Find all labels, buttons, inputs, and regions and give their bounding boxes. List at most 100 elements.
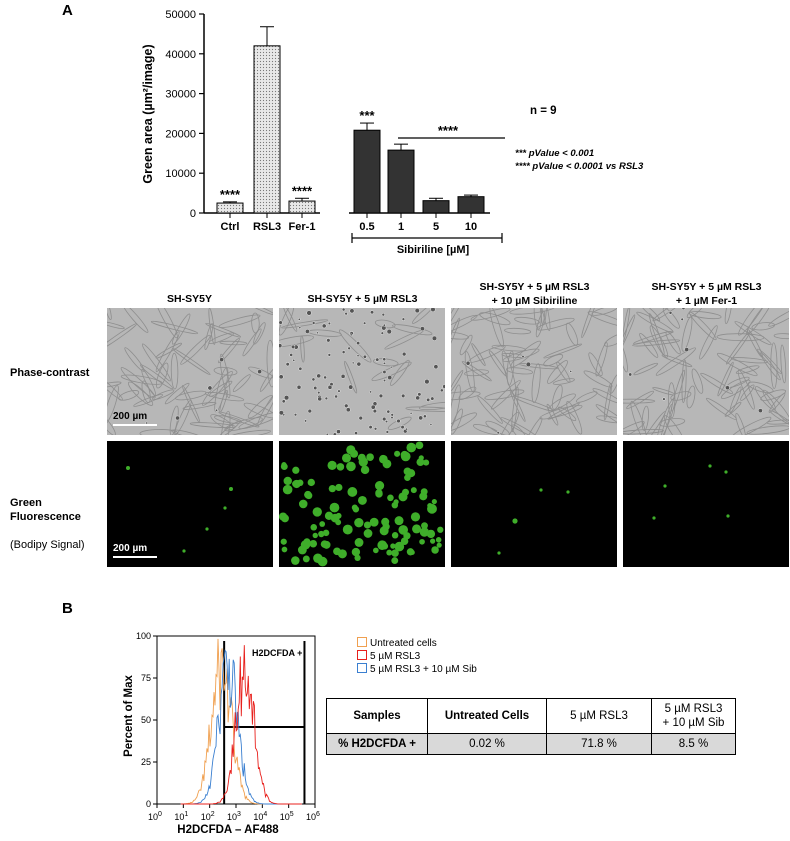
cell-outline	[170, 352, 179, 390]
cell-outline	[118, 390, 140, 401]
panel-b-label: B	[62, 600, 73, 617]
lipid-peroxidation-spot	[281, 546, 288, 553]
rounded-cell	[296, 384, 302, 390]
rounded-cell	[662, 397, 666, 401]
lipid-peroxidation-spot	[291, 556, 300, 565]
cell-outline	[533, 308, 542, 330]
fluorescence-image-rsl3-fer1	[623, 441, 789, 567]
rounded-cell	[349, 333, 353, 337]
rounded-cell	[336, 429, 341, 434]
lipid-peroxidation-spot	[341, 453, 352, 463]
cell-outline	[485, 420, 510, 435]
lipid-peroxidation-spot	[354, 518, 364, 528]
phase-texture	[623, 308, 789, 435]
lipid-peroxidation-spot	[205, 527, 209, 531]
cell-outline	[746, 425, 789, 435]
cell-outline	[587, 311, 617, 327]
cell-outline	[459, 334, 473, 356]
rounded-cell	[387, 375, 393, 381]
rounded-cell	[354, 431, 358, 435]
cell-outline	[548, 393, 576, 411]
lipid-peroxidation-spot	[360, 465, 370, 475]
lipid-peroxidation-spot	[427, 503, 437, 514]
x-tick-label: 103	[227, 811, 241, 822]
cell-outline	[511, 386, 519, 433]
cell-outline	[120, 367, 156, 399]
cell-outline	[451, 408, 463, 435]
lipid-peroxidation-spot	[539, 488, 543, 492]
fluorescence-image-control: 200 µm	[107, 441, 273, 567]
cell-outline	[648, 313, 665, 355]
y-tick-label: 40000	[165, 49, 196, 61]
cell-outline	[735, 365, 760, 374]
rounded-cell	[344, 312, 348, 316]
cell-outline	[171, 429, 203, 435]
cell-outline	[740, 384, 755, 401]
rounded-cell	[321, 323, 327, 329]
lipid-peroxidation-spot	[398, 525, 409, 535]
rounded-cell	[496, 431, 500, 435]
cell-outline	[735, 412, 746, 435]
cell-outline	[224, 417, 263, 432]
x-tick-exponent: 6	[316, 811, 320, 818]
cell-outline	[720, 379, 751, 399]
rounded-cell	[363, 321, 367, 325]
rounded-cell	[725, 385, 730, 391]
row-label-phase-contrast: Phase-contrast	[10, 367, 90, 379]
rounded-cell	[281, 399, 286, 404]
cell-outline	[182, 402, 217, 410]
cell-outline	[219, 389, 228, 413]
rounded-cell	[306, 310, 312, 316]
cell-outline	[547, 360, 568, 384]
lipid-peroxidation-spot	[329, 502, 340, 513]
rounded-cell	[257, 369, 263, 375]
bar-chart-bars	[216, 26, 485, 214]
lipid-peroxidation-spot	[310, 524, 318, 531]
y-tick-label: 0	[190, 208, 196, 220]
cell-outline	[543, 354, 564, 367]
cell-outline	[371, 361, 412, 382]
cell-outline	[497, 411, 520, 435]
lipid-peroxidation-spot	[336, 463, 345, 471]
rounded-cell	[386, 329, 392, 335]
lipid-peroxidation-spot	[390, 543, 396, 549]
cell-outline	[565, 322, 579, 346]
cell-outline	[623, 421, 645, 435]
phase-texture	[451, 308, 617, 435]
cell-outline	[595, 404, 617, 429]
cell-outline	[204, 392, 245, 402]
lipid-peroxidation-spot	[351, 504, 358, 511]
cell-outline	[245, 308, 273, 315]
rounded-cell	[349, 308, 355, 314]
lipid-peroxidation-spot	[351, 547, 361, 557]
cell-outline	[623, 343, 628, 373]
lipid-peroxidation-spot	[652, 516, 656, 520]
rounded-cell	[341, 308, 346, 312]
phase-contrast-image-rsl3	[279, 308, 445, 435]
x-tick-label: 101	[174, 811, 188, 822]
cell-outline	[768, 308, 789, 327]
rounded-cell	[465, 360, 471, 366]
lipid-peroxidation-spot	[342, 524, 353, 535]
cell-outline	[282, 308, 298, 332]
cell-outline	[724, 401, 742, 417]
cell-outline	[139, 429, 178, 435]
cell-outline	[681, 359, 687, 404]
rounded-cell	[525, 361, 531, 368]
lipid-peroxidation-spot	[292, 480, 298, 487]
rounded-cell	[207, 385, 213, 391]
row-label-green-fluorescence: Green Fluorescence (Bodipy Signal)	[10, 482, 85, 552]
rounded-cell	[351, 361, 355, 365]
histogram-x-axis-label: H2DCFDA – AF488	[177, 824, 279, 836]
cell-outline	[551, 384, 563, 410]
cell-outline	[603, 382, 612, 421]
cell-outline	[107, 381, 122, 389]
table-cell-metric: % H2DCFDA +	[326, 733, 428, 755]
cell-outline	[592, 388, 617, 404]
cell-outline	[524, 417, 543, 435]
rounded-cell	[442, 384, 445, 389]
rounded-cell	[401, 393, 406, 398]
lipid-peroxidation-spot	[435, 537, 442, 543]
rounded-cell	[298, 326, 302, 329]
legend-swatch-rsl3-sib	[357, 663, 367, 673]
